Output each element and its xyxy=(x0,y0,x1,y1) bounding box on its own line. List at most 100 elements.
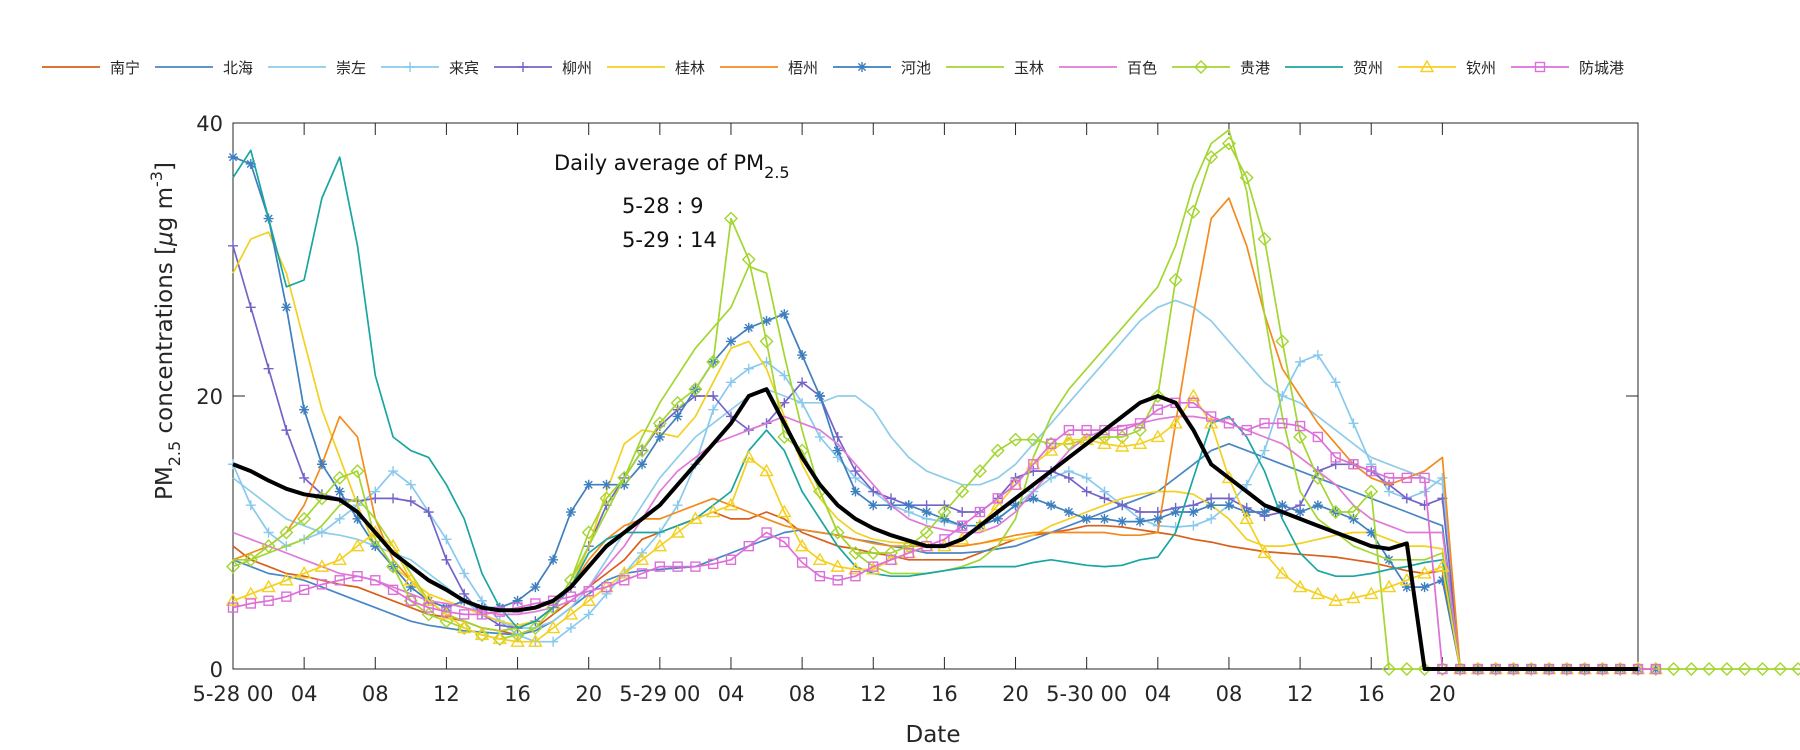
data-point xyxy=(1401,472,1412,484)
data-point xyxy=(706,354,721,369)
data-point xyxy=(1684,662,1699,676)
series-line xyxy=(232,387,1638,671)
legend-item: 北海 xyxy=(155,59,253,77)
data-point xyxy=(316,579,328,590)
data-point xyxy=(1152,404,1164,415)
data-point xyxy=(850,486,861,497)
legend-item: 玉林 xyxy=(946,59,1044,77)
data-point xyxy=(1419,472,1430,484)
data-point xyxy=(670,525,685,538)
annotation-line-1: 5-28 : 9 xyxy=(622,194,703,218)
data-point xyxy=(725,377,736,388)
data-point xyxy=(1010,479,1021,490)
data-point xyxy=(601,588,612,599)
data-point xyxy=(1399,662,1414,676)
data-point xyxy=(857,62,867,72)
data-point xyxy=(492,631,507,645)
data-point xyxy=(1188,520,1199,531)
data-point xyxy=(1417,566,1432,579)
series-百色 xyxy=(232,415,1656,670)
data-point xyxy=(245,598,256,609)
data-point xyxy=(334,513,345,524)
series-河池 xyxy=(228,152,1661,674)
data-point xyxy=(743,322,754,333)
series-line xyxy=(232,299,1656,670)
data-point xyxy=(830,525,845,540)
data-point xyxy=(1330,459,1341,470)
data-point xyxy=(1348,459,1359,470)
data-point xyxy=(1382,662,1396,676)
data-point xyxy=(263,527,274,538)
data-point xyxy=(832,431,843,442)
data-point xyxy=(261,539,276,554)
data-point xyxy=(637,459,648,470)
data-point xyxy=(725,554,737,565)
data-point xyxy=(263,363,274,374)
data-point xyxy=(1737,662,1752,676)
data-point xyxy=(281,425,292,436)
legend-label: 贺州 xyxy=(1353,59,1383,77)
data-point xyxy=(316,459,327,470)
data-point xyxy=(832,575,843,586)
data-point xyxy=(1328,593,1343,606)
data-point xyxy=(441,534,452,545)
data-point xyxy=(1719,662,1734,676)
data-point xyxy=(599,491,614,506)
data-point xyxy=(1135,507,1146,518)
data-point xyxy=(903,547,915,559)
data-point xyxy=(1437,575,1448,586)
data-point xyxy=(797,350,808,361)
data-point xyxy=(1401,493,1412,504)
data-point xyxy=(1292,579,1308,593)
series-line xyxy=(232,149,1656,670)
axis-ticks: 0 20 40 5-28 00 04 08 12 16 20 5-29 00 04 08 12 16 20 5… xyxy=(192,112,1638,706)
data-point xyxy=(439,606,454,620)
data-point xyxy=(1295,356,1306,367)
data-point xyxy=(1168,272,1183,287)
data-point xyxy=(565,507,576,518)
data-point xyxy=(919,525,934,540)
data-point xyxy=(1186,388,1201,402)
data-point xyxy=(298,584,310,596)
data-point xyxy=(581,525,596,540)
data-point xyxy=(1206,500,1217,511)
data-point xyxy=(316,527,327,538)
data-point xyxy=(885,554,897,565)
series-line xyxy=(232,156,1656,670)
legend-item: 贵港 xyxy=(1172,59,1270,77)
data-point xyxy=(1328,505,1343,520)
data-point xyxy=(296,566,312,579)
data-point xyxy=(332,552,347,565)
legend-label: 崇左 xyxy=(336,59,366,77)
data-point xyxy=(1399,572,1415,586)
legend-label: 南宁 xyxy=(110,59,140,77)
ylabel-unit: g m xyxy=(152,187,178,231)
data-point xyxy=(1028,493,1039,504)
data-point xyxy=(548,636,559,647)
data-point xyxy=(759,334,774,349)
data-point xyxy=(1028,459,1039,470)
ylabel-pm: PM xyxy=(152,466,178,500)
svg-text:PM2.5 concentrations [μg m-3]: PM2.5 concentrations [μg m-3] xyxy=(147,162,184,500)
data-point xyxy=(956,520,968,531)
data-point xyxy=(1275,334,1290,349)
data-point xyxy=(705,504,721,518)
data-point xyxy=(652,538,668,552)
data-point xyxy=(850,466,861,477)
data-point xyxy=(794,538,810,552)
data-point xyxy=(1026,432,1041,447)
data-point xyxy=(423,507,434,518)
data-point xyxy=(1383,472,1395,484)
data-point xyxy=(1223,500,1234,511)
data-point xyxy=(1097,436,1112,449)
data-point xyxy=(1294,420,1306,432)
data-point xyxy=(708,404,719,415)
data-point xyxy=(1401,582,1412,593)
legend-label: 钦州 xyxy=(1466,59,1496,77)
ylabel-sub: 2.5 xyxy=(165,441,184,466)
data-point xyxy=(850,570,861,582)
legend-item: 河池 xyxy=(833,59,931,77)
data-point xyxy=(518,62,528,72)
data-point xyxy=(1239,511,1254,525)
data-point xyxy=(1241,479,1252,490)
